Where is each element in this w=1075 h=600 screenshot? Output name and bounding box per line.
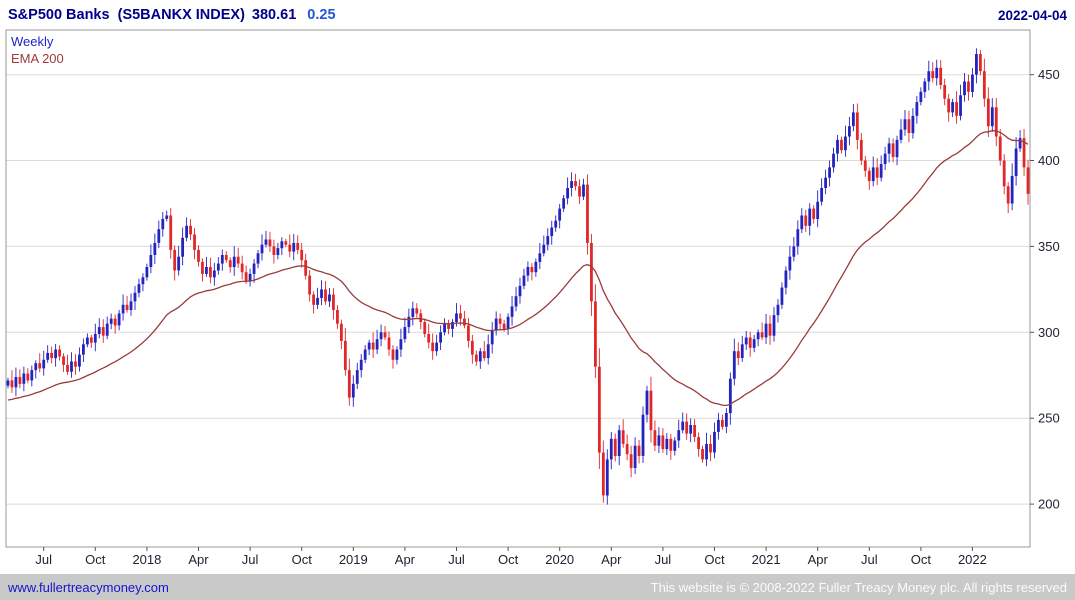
chart-last-value: 380.61	[251, 7, 297, 23]
footer-link[interactable]: www.fullertreacymoney.com	[8, 579, 169, 595]
svg-text:2018: 2018	[132, 552, 161, 567]
chart-header: S&P500 Banks (S5BANKX INDEX) 380.61 0.25…	[0, 0, 1075, 28]
svg-text:Apr: Apr	[395, 552, 416, 567]
svg-text:2020: 2020	[545, 552, 574, 567]
svg-text:250: 250	[1038, 411, 1060, 426]
footer-copyright: This website is © 2008-2022 Fuller Treac…	[650, 579, 1067, 595]
svg-text:Apr: Apr	[601, 552, 622, 567]
x-axis: Jul Oct 2018 Apr Jul Oct 2019 Apr Jul Oct 2020 Apr J…	[35, 547, 987, 567]
svg-text:Apr: Apr	[188, 552, 209, 567]
svg-text:Oct: Oct	[292, 552, 313, 567]
svg-text:200: 200	[1038, 497, 1060, 512]
svg-text:Oct: Oct	[911, 552, 932, 567]
svg-text:Jul: Jul	[448, 552, 465, 567]
plot-frame	[5, 29, 1031, 548]
frequency-label: Weekly	[11, 34, 54, 49]
svg-text:2022: 2022	[958, 552, 987, 567]
candlesticks	[6, 48, 1030, 505]
price-chart: 200 250 300 350 400 450 Jul Oct 2018 Apr Jul Oct 201…	[5, 29, 1060, 567]
svg-text:Oct: Oct	[498, 552, 519, 567]
svg-text:Jul: Jul	[35, 552, 52, 567]
svg-text:400: 400	[1038, 153, 1060, 168]
chart-title: S&P500 Banks (S5BANKX INDEX)	[8, 7, 245, 23]
svg-text:Apr: Apr	[808, 552, 829, 567]
ema-line	[7, 129, 1029, 407]
svg-text:Jul: Jul	[242, 552, 259, 567]
grid-lines	[6, 74, 1030, 505]
svg-text:450: 450	[1038, 67, 1060, 82]
y-axis: 200 250 300 350 400 450	[1030, 67, 1060, 512]
svg-text:2021: 2021	[752, 552, 781, 567]
footer: www.fullertreacymoney.com This website i…	[0, 574, 1075, 600]
chart-change: 0.25	[307, 7, 336, 23]
svg-text:350: 350	[1038, 239, 1060, 254]
svg-text:2019: 2019	[339, 552, 368, 567]
svg-text:300: 300	[1038, 325, 1060, 340]
ema-label: EMA 200	[11, 51, 64, 66]
svg-text:Jul: Jul	[861, 552, 878, 567]
svg-text:Jul: Jul	[655, 552, 672, 567]
svg-text:Oct: Oct	[85, 552, 106, 567]
chart-date: 2022-04-04	[997, 7, 1067, 23]
svg-text:Oct: Oct	[704, 552, 725, 567]
